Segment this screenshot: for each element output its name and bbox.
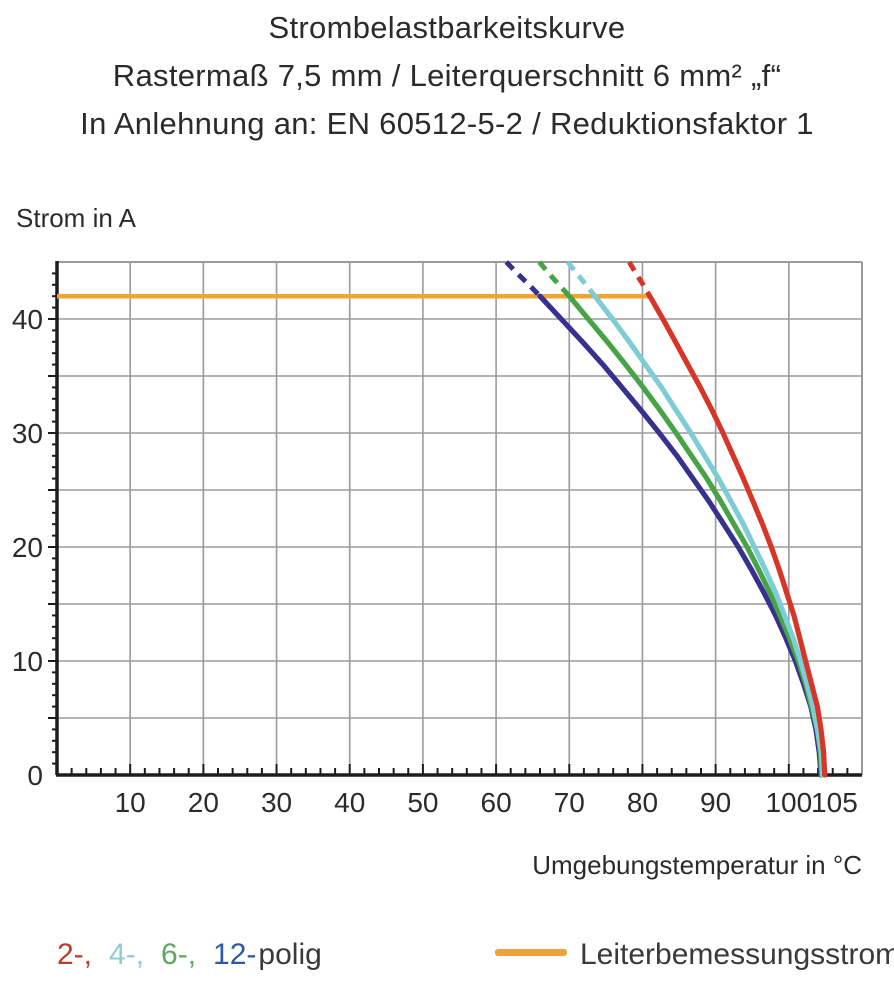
legend-pole-label: 6-, [161,938,197,971]
x-tick-label: 105 [811,787,858,818]
curve-4-polig [592,293,826,778]
x-tick-label: 60 [481,787,512,818]
legend-rated: Leiterbemessungsstrom [495,938,894,972]
y-axis-title: Strom in A [16,203,136,233]
x-tick-label: 50 [407,787,438,818]
legend: 2-, 4-, 6-, 12-polig Leiterbemessungsstrom [0,938,894,988]
x-tick-label: 100 [765,787,812,818]
curve-12-polig [537,293,824,778]
curve-dashed-4-polig [565,260,597,298]
chart-title-line-2: Rastermaß 7,5 mm / Leiterquerschnitt 6 m… [112,58,782,93]
x-tick-label: 80 [627,787,658,818]
legend-pole-label: 4-, [109,938,145,971]
chart-title-line-3: In Anlehnung an: EN 60512-5-2 / Reduktio… [80,106,814,141]
curve-2-polig [647,293,828,778]
chart-title-line-1: Strombelastbarkeitskurve [268,10,626,45]
x-tick-label: 40 [334,787,365,818]
y-tick-label: 10 [12,646,43,677]
legend-rated-label: Leiterbemessungsstrom [580,938,894,971]
curve-dashed-6-polig [537,260,572,298]
x-tick-label: 30 [261,787,292,818]
legend-pole-label: 12- [213,938,257,971]
x-tick-label: 10 [115,787,146,818]
y-tick-label: 0 [27,760,43,791]
legend-poles: 2-, 4-, 6-, 12-polig [57,938,339,972]
rated-current-swatch [495,948,567,956]
y-tick-label: 20 [12,532,43,563]
chart-title: Strombelastbarkeitskurve Rastermaß 7,5 m… [0,4,894,148]
x-tick-label: 70 [554,787,585,818]
legend-pole-label: 2-, [57,938,93,971]
y-tick-label: 40 [12,304,43,335]
curve-dashed-12-polig [504,260,542,298]
y-tick-label: 30 [12,418,43,449]
x-tick-label: 90 [700,787,731,818]
x-axis-title: Umgebungstemperatur in °C [532,850,862,880]
x-tick-label: 20 [188,787,219,818]
curve-dashed-2-polig [627,260,652,298]
legend-pole-label: polig [258,938,322,971]
